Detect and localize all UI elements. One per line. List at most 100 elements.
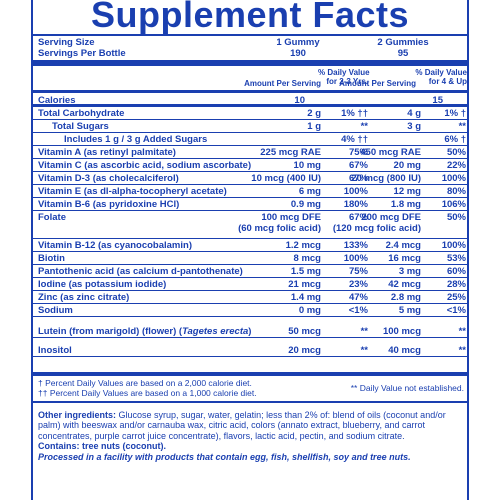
dv-col2: 60% [446,266,466,277]
table-row: Vitamin D-3 (as cholecalciferol) 10 mcg (… [33,172,467,185]
amount-col1: 0.9 mg [290,199,321,210]
dv-col2: 28% [446,279,466,290]
amount-col2: 5 mg [398,305,421,316]
amount-col2: 450 mcg RAE [360,147,421,158]
header-dv2-line1: % Daily Value [415,68,467,77]
nutrient-name: Folate [38,212,66,223]
dv-col2: ** [458,345,466,356]
amount-col2: 2.8 mg [390,292,421,303]
amount-col2: 12 mg [393,186,421,197]
dv-col2: 6% † [444,134,466,145]
dv-col2: 50% [446,147,466,158]
table-row: Includes 1 g / 3 g Added Sugars 4% †† 6% † [33,133,467,146]
thick-rule-top [33,60,467,66]
dv-col2: 50% [446,212,466,223]
amount-col2: 20 mcg (800 IU) [351,173,421,184]
contains-statement: Contains: tree nuts (coconut). [38,441,166,452]
dv-col1: ** [360,326,368,337]
dv-col1: 180% [343,199,368,210]
amount-col2: 3 mg [398,266,421,277]
supplement-facts-panel: Supplement Facts Serving Size Servings P… [31,0,469,500]
table-row: Vitamin B-6 (as pyridoxine HCl) 0.9 mg 180… [33,198,467,211]
header-rule [33,90,467,93]
dv-col2: 100% [441,173,466,184]
amount-col1: 1 g [307,121,321,132]
amount-col1: 1.4 mg [290,292,321,303]
amount-col1: 0 mg [298,305,321,316]
amount-col2: 20 mg [393,160,421,171]
nutrient-name: Includes 1 g / 3 g Added Sugars [64,134,208,145]
amount-col2: 15 [432,95,443,106]
facility-statement: Processed in a facility with products th… [38,451,411,462]
amount-col2-sub: (120 mcg folic acid) [332,223,421,234]
panel-title: Supplement Facts [90,0,410,35]
footnote-not-established: ** Daily Value not established. [350,383,464,393]
table-row: Zinc (as zinc citrate) 1.4 mg 47% 2.8 mg 25% [33,291,467,304]
nutrient-name: Vitamin B-6 (as pyridoxine HCl) [38,199,180,210]
other-ingredients-text: Glucose syrup, sugar, water, gelatin; le… [38,410,446,441]
title-rule [33,34,467,36]
amount-col1: 225 mcg RAE [260,147,321,158]
amount-col2: 16 mcg [388,253,421,264]
table-row: Vitamin E (as dl-alpha-tocopheryl acetat… [33,185,467,198]
amount-col1: 1.2 mcg [285,240,321,251]
header-dv2-line2: for 4 & Up [428,77,467,86]
amount-col2: 42 mcg [388,279,421,290]
table-row: Total Carbohydrate 2 g 1% †† 4 g 1% † [33,107,467,120]
dv-col1: 75% [348,266,368,277]
dv-col2: ** [458,326,466,337]
amount-col1: 10 [294,95,305,106]
nutrient-name: Biotin [38,253,65,264]
dv-col2: 22% [446,160,466,171]
dv-col1: <1% [348,305,368,316]
nutrient-name: Total Carbohydrate [38,108,125,119]
dv-col2: 53% [446,253,466,264]
amount-col1-sub: (60 mcg folic acid) [238,223,321,234]
nutrient-name-italic: Tagetes erecta [182,326,249,337]
nutrient-name: Pantothenic acid (as calcium d-pantothen… [38,266,243,277]
table-row: Iodine (as potassium iodide) 21 mcg 23% 42 … [33,278,467,291]
table-row: Vitamin A (as retinyl palmitate) 225 mcg … [33,146,467,159]
thick-rule-bottom [33,372,467,376]
nutrient-name: Inositol [38,345,72,356]
col2-servings-per-bottle: 95 [397,48,409,59]
other-ingredients-label: Other ingredients: [38,410,117,420]
nutrient-name: Vitamin D-3 (as cholecalciferol) [38,173,179,184]
amount-col1: 20 mcg [288,345,321,356]
amount-col1: 21 mcg [288,279,321,290]
dv-col2: 106% [441,199,466,210]
dv-col1: ** [360,345,368,356]
dv-col2: 25% [446,292,466,303]
amount-col1: 2 g [307,108,321,119]
col2-serving-size: 2 Gummies [377,37,429,48]
nutrient-name: Sodium [38,305,73,316]
header-dv1-line1: % Daily Value [318,68,370,77]
amount-col2: 4 g [407,108,421,119]
table-row: Inositol 20 mcg ** 40 mcg ** [33,344,467,357]
amount-col2: 100 mcg [382,326,421,337]
nutrient-name: Zinc (as zinc citrate) [38,292,130,303]
amount-col2: 200 mcg DFE [361,212,421,223]
table-row: Sodium 0 mg <1% 5 mg <1% [33,304,467,317]
amount-col1: 6 mg [298,186,321,197]
dv-col1: 67% [348,173,368,184]
dv-col2: 80% [446,186,466,197]
footnote-rule [33,401,467,403]
servings-per-bottle-label: Servings Per Bottle [38,48,126,59]
dv-col2: <1% [446,305,466,316]
dv-col1: ** [360,121,368,132]
amount-col1: 50 mcg [288,326,321,337]
amount-col2: 2.4 mcg [385,240,421,251]
table-row: Pantothenic acid (as calcium d-pantothen… [33,265,467,278]
nutrient-name: Vitamin E (as dl-alpha-tocopheryl acetat… [38,186,227,197]
header-amount-1: Amount Per Serving [244,79,321,88]
nutrient-name: Calories [38,95,76,106]
col1-serving-size: 1 Gummy [276,37,320,48]
dv-col1: 67% [348,212,368,223]
table-row: Vitamin C (as ascorbic acid, sodium asco… [33,159,467,172]
footnote-1000: †† Percent Daily Values are based on a 1… [38,388,257,398]
nutrient-name: Lutein (from marigold) (flower) (Tagetes… [38,326,252,337]
dv-col2: 1% † [444,108,466,119]
table-row: Calories 10 15 [33,94,467,107]
dv-col2: 100% [441,240,466,251]
